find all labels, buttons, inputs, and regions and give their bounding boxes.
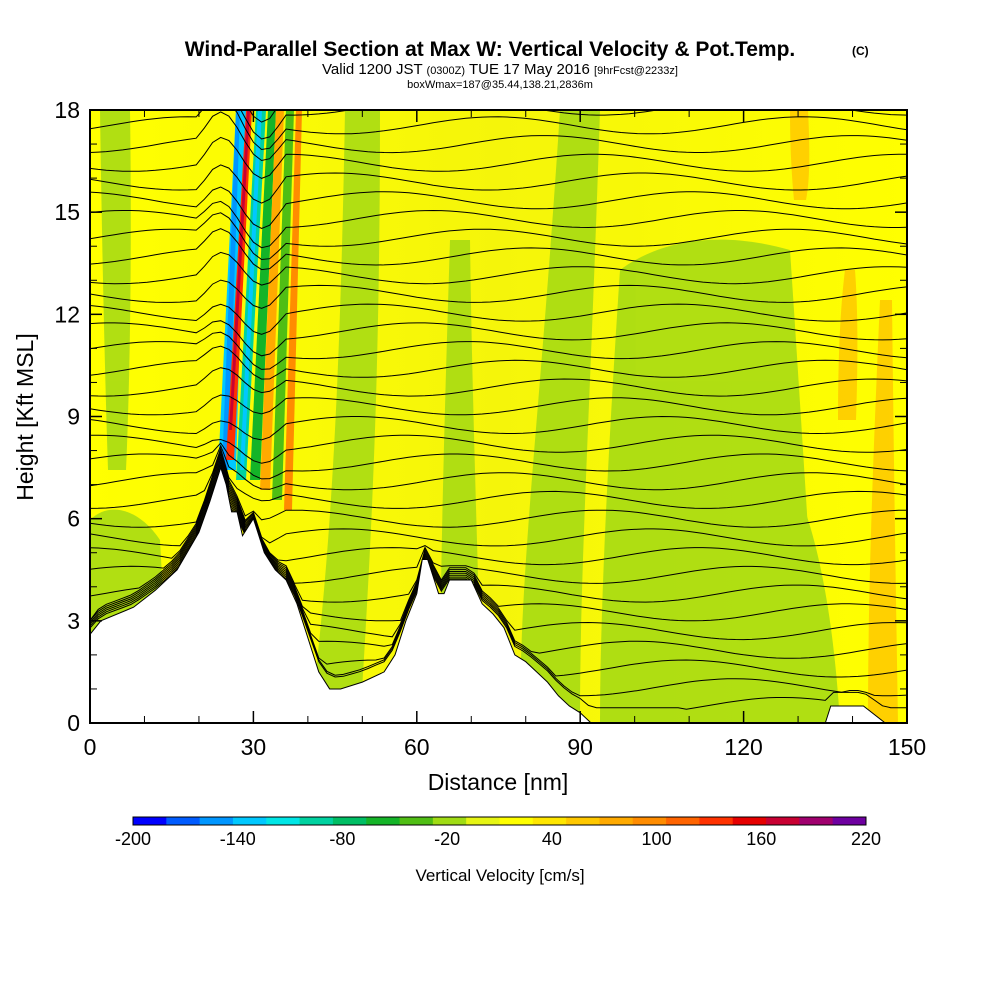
x-axis-label: Distance [nm] — [428, 769, 569, 795]
colorbar-frame — [132, 816, 867, 826]
chart-subtitle-2: boxWmax=187@35.44,138.21,2836m — [407, 79, 593, 91]
chart-title: Wind-Parallel Section at Max W: Vertical… — [185, 38, 796, 61]
isentrope-line — [90, 449, 907, 528]
colorbar-swatch — [766, 817, 800, 825]
isentrope-line — [90, 251, 907, 286]
isentrope-line — [90, 446, 907, 509]
x-tick-label: 120 — [724, 734, 762, 760]
colorbar-swatch — [199, 817, 234, 825]
y-tick-label: 15 — [54, 199, 80, 225]
colorbar-swatch — [166, 817, 201, 825]
isentrope-line — [90, 212, 907, 261]
title-mark: (C) — [852, 44, 869, 58]
colorbar — [132, 816, 867, 826]
x-tick-label: 30 — [241, 734, 267, 760]
colorbar-swatch — [133, 817, 167, 825]
colorbar-tick-label: -140 — [220, 829, 256, 849]
colorbar-swatch — [332, 817, 367, 825]
colorbar-tick-label: 160 — [746, 829, 776, 849]
subtitle-utc: (0300Z) — [427, 65, 466, 77]
y-axis-label: Height [Kft MSL] — [12, 333, 38, 500]
colorbar-swatch — [732, 817, 767, 825]
isentrope-line — [90, 444, 907, 491]
isentrope-line — [90, 111, 907, 162]
chart-subtitle: Valid 1200 JST (0300Z) TUE 17 May 2016 [… — [322, 61, 678, 78]
y-axis-ticks: 0 3 6 9 12 15 18 — [54, 97, 907, 736]
colorbar-swatch — [666, 817, 700, 825]
isentrope-line — [90, 345, 907, 380]
x-axis-ticks: 0 30 60 90 120 150 — [84, 110, 926, 760]
colorbar-swatch — [566, 817, 600, 825]
y-tick-label: 18 — [54, 97, 80, 123]
colorbar-swatch — [299, 817, 334, 825]
isentrope-line — [90, 331, 907, 370]
colorbar-label: Vertical Velocity [cm/s] — [415, 866, 584, 885]
y-tick-label: 3 — [67, 608, 80, 634]
subtitle-date: TUE 17 May 2016 — [469, 61, 590, 78]
colorbar-swatch — [432, 817, 467, 825]
x-tick-label: 0 — [84, 734, 97, 760]
colorbar-swatch — [466, 817, 500, 825]
isentrope-line — [90, 415, 907, 441]
colorbar-tick-label: 100 — [642, 829, 672, 849]
colorbar-tick-label: -80 — [329, 829, 355, 849]
colorbar-swatch — [499, 817, 534, 825]
x-tick-label: 150 — [888, 734, 926, 760]
colorbar-swatch — [266, 817, 301, 825]
colorbar-swatch — [832, 817, 867, 825]
colorbar-swatch — [632, 817, 667, 825]
colorbar-ticks: -200 -140 -80 -20 40 100 160 220 — [115, 829, 881, 849]
colorbar-tick-label: 40 — [542, 829, 562, 849]
colorbar-tick-label: 220 — [851, 829, 881, 849]
isentrope-line — [90, 442, 907, 480]
x-tick-label: 90 — [567, 734, 593, 760]
y-tick-label: 9 — [67, 404, 80, 430]
isentrope-line — [90, 136, 907, 179]
isentrope-line — [90, 460, 907, 603]
isentrope-line — [90, 452, 907, 547]
colorbar-tick-label: -200 — [115, 829, 151, 849]
isentrope-line — [90, 394, 907, 416]
isentrope-line — [90, 200, 907, 249]
colorbar-swatch — [699, 817, 734, 825]
terrain-mask — [90, 465, 907, 723]
colorbar-swatch — [232, 817, 267, 825]
isentrope-line — [90, 110, 907, 151]
convective-plume — [218, 110, 302, 510]
plot-area — [90, 110, 907, 723]
isentrope-line — [90, 303, 907, 335]
subtitle-fcst: [9hrFcst@2233z] — [594, 65, 678, 77]
colorbar-swatch — [599, 817, 634, 825]
isentrope-line — [90, 320, 907, 357]
y-tick-label: 12 — [54, 301, 80, 327]
x-tick-label: 60 — [404, 734, 430, 760]
isentrope-line — [90, 228, 907, 271]
y-tick-label: 6 — [67, 506, 80, 532]
isentrope-line — [90, 367, 907, 397]
colorbar-tick-label: -20 — [434, 829, 460, 849]
colorbar-swatch — [366, 817, 401, 825]
colorbar-swatch — [399, 817, 434, 825]
subtitle-main: Valid 1200 JST — [322, 61, 422, 78]
isentrope-line — [90, 186, 907, 230]
isentrope-line — [90, 279, 907, 309]
isentrope-line — [90, 434, 907, 464]
isentrope-line — [90, 164, 907, 204]
y-tick-label: 0 — [67, 710, 80, 736]
colorbar-swatch — [799, 817, 834, 825]
isentrope-line — [90, 457, 907, 584]
isentrope-line — [90, 454, 907, 566]
colorbar-swatch — [532, 817, 567, 825]
